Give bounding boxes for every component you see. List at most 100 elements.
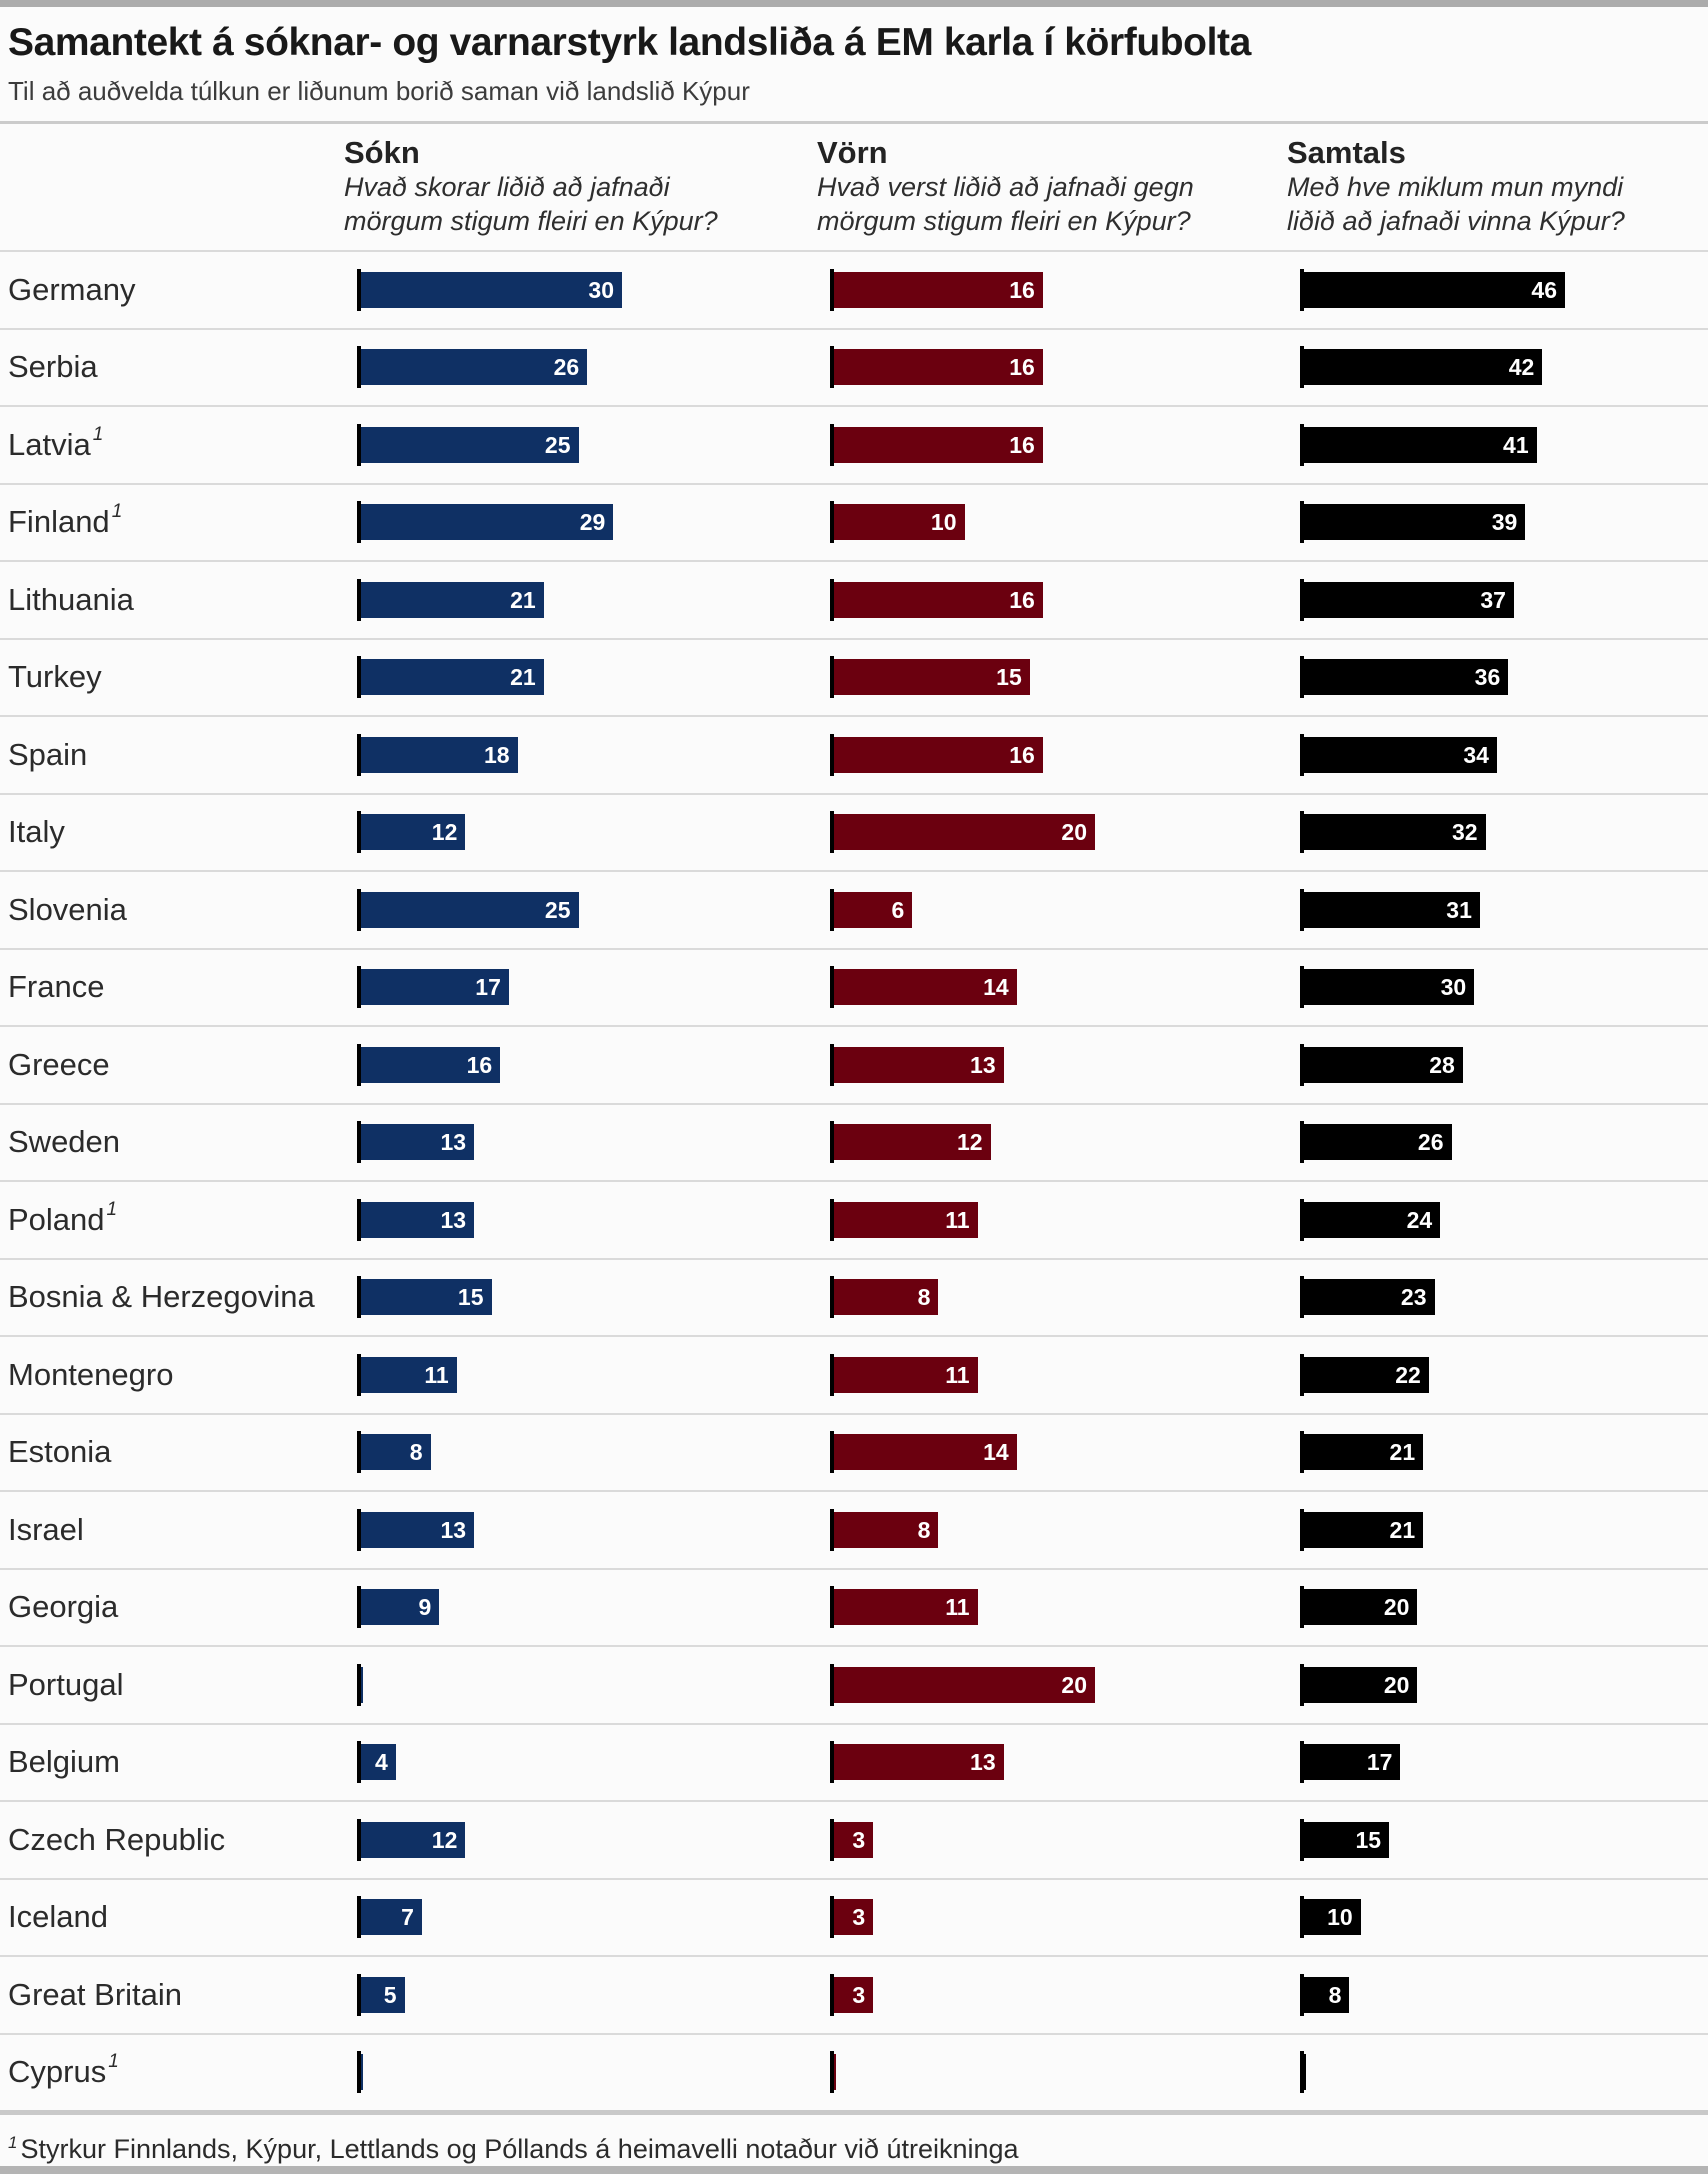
defense-bar-cell <box>817 2035 1287 2111</box>
bar-value-label: 37 <box>1480 586 1506 613</box>
zero-axis-tick <box>830 2051 834 2094</box>
defense-bar: 13 <box>834 1744 1004 1781</box>
defense-bar: 11 <box>834 1589 978 1626</box>
bar-value-label: 8 <box>409 1439 423 1466</box>
zero-axis-tick <box>357 2051 361 2094</box>
zero-axis-tick <box>1300 1741 1304 1784</box>
bar-value-label: 13 <box>440 1206 467 1233</box>
bar-value-label: 4 <box>375 1749 388 1776</box>
zero-axis-tick <box>830 656 834 699</box>
offense-bar <box>361 1666 363 1703</box>
zero-axis-tick <box>830 1663 834 1706</box>
total-bar: 31 <box>1304 891 1480 928</box>
bar-value-label: 21 <box>510 664 536 691</box>
zero-axis-tick <box>1300 1663 1304 1706</box>
zero-axis-tick <box>357 1431 361 1474</box>
table-row: Great Britain 5 3 8 <box>0 1955 1708 2033</box>
bar-value-label: 25 <box>544 896 571 923</box>
country-label: Greece <box>8 1046 110 1082</box>
offense-bar: 30 <box>361 271 622 308</box>
offense-bar: 16 <box>361 1046 501 1083</box>
defense-bar: 12 <box>834 1124 991 1161</box>
zero-axis-tick <box>830 1586 834 1629</box>
bar-value-label: 39 <box>1491 509 1518 536</box>
total-bar-cell: 28 <box>1287 1027 1708 1103</box>
zero-axis-tick <box>830 811 834 854</box>
bar-value-label: 23 <box>1400 1284 1427 1311</box>
total-bar-cell: 21 <box>1287 1415 1708 1491</box>
zero-axis-tick <box>357 733 361 776</box>
zero-axis-tick <box>357 346 361 389</box>
bar-value-label: 42 <box>1508 354 1535 381</box>
defense-bar-cell: 16 <box>817 330 1287 406</box>
bar-value-label: 26 <box>1417 1129 1444 1156</box>
total-bar-cell: 34 <box>1287 717 1708 793</box>
zero-axis-tick <box>830 1973 834 2016</box>
bar-value-label: 13 <box>440 1129 467 1156</box>
bar-value-label: 34 <box>1463 741 1489 768</box>
defense-bar: 3 <box>834 1899 874 1936</box>
table-row: Bosnia & Herzegovina 15 8 23 <box>0 1257 1708 1336</box>
offense-bar-cell <box>344 1647 817 1723</box>
zero-axis-tick <box>357 578 361 621</box>
defense-bar-cell: 3 <box>817 1880 1287 1956</box>
bar-value-label: 3 <box>852 1904 866 1931</box>
column-title-total: Samtals <box>1287 135 1406 170</box>
zero-axis-tick <box>1300 1818 1304 1861</box>
offense-bar: 9 <box>361 1589 440 1626</box>
total-bar: 36 <box>1304 659 1509 696</box>
bar-value-label: 36 <box>1474 664 1501 691</box>
table-row: Turkey 21 15 36 <box>0 637 1708 716</box>
zero-axis-tick <box>357 1353 361 1396</box>
bar-value-label: 5 <box>383 1981 397 2008</box>
bar-value-label: 28 <box>1429 1051 1455 1078</box>
bar-value-label: 41 <box>1503 431 1529 458</box>
bar-value-label: 31 <box>1446 896 1472 923</box>
total-bar: 17 <box>1304 1744 1401 1781</box>
zero-axis-tick <box>357 1508 361 1551</box>
defense-bar-cell: 11 <box>817 1570 1287 1646</box>
total-bar-cell: 39 <box>1287 485 1708 561</box>
bar-value-label: 3 <box>852 1981 866 2008</box>
total-bar: 28 <box>1304 1046 1463 1083</box>
defense-bar: 3 <box>834 1976 874 2013</box>
zero-axis-tick <box>1300 501 1304 544</box>
chart-header: Samantekt á sóknar- og varnarstyrk lands… <box>0 7 1708 107</box>
zero-axis-tick <box>1300 1276 1304 1319</box>
zero-axis-tick <box>830 1818 834 1861</box>
defense-bar: 14 <box>834 1434 1017 1471</box>
zero-axis-tick <box>357 423 361 466</box>
zero-axis-tick <box>830 346 834 389</box>
zero-axis-tick <box>830 1353 834 1396</box>
total-bar-cell: 8 <box>1287 1957 1708 2033</box>
bar-value-label: 9 <box>418 1594 432 1621</box>
bar-value-label: 15 <box>996 664 1022 691</box>
footnote-ref: 1 <box>108 2051 119 2073</box>
bar-value-label: 20 <box>1061 1671 1087 1698</box>
bar-value-label: 15 <box>457 1284 484 1311</box>
defense-bar <box>834 2054 836 2091</box>
total-bar-cell: 32 <box>1287 795 1708 871</box>
offense-bar-cell: 8 <box>344 1415 817 1491</box>
offense-bar-cell: 4 <box>344 1725 817 1801</box>
column-desc-defense: Hvað verst liðið að jafnaði gegn mörgum … <box>817 172 1194 236</box>
country-label: France <box>8 969 105 1005</box>
bar-value-label: 16 <box>1009 354 1035 381</box>
zero-axis-tick <box>357 1276 361 1319</box>
total-bar: 24 <box>1304 1201 1441 1238</box>
footnote-marker: 1 <box>8 2133 18 2152</box>
total-bar: 37 <box>1304 581 1514 618</box>
table-row: Georgia 9 11 20 <box>0 1567 1708 1646</box>
country-label: Belgium <box>8 1744 120 1780</box>
total-bar: 10 <box>1304 1899 1361 1936</box>
bar-value-label: 14 <box>983 974 1009 1001</box>
zero-axis-tick <box>357 656 361 699</box>
total-bar-cell: 30 <box>1287 950 1708 1026</box>
total-bar: 46 <box>1304 271 1565 308</box>
total-bar: 30 <box>1304 969 1475 1006</box>
defense-bar-cell: 11 <box>817 1182 1287 1258</box>
zero-axis-tick <box>830 1276 834 1319</box>
defense-bar-cell: 6 <box>817 872 1287 948</box>
defense-bar-cell: 15 <box>817 640 1287 716</box>
offense-bar: 5 <box>361 1976 405 2013</box>
